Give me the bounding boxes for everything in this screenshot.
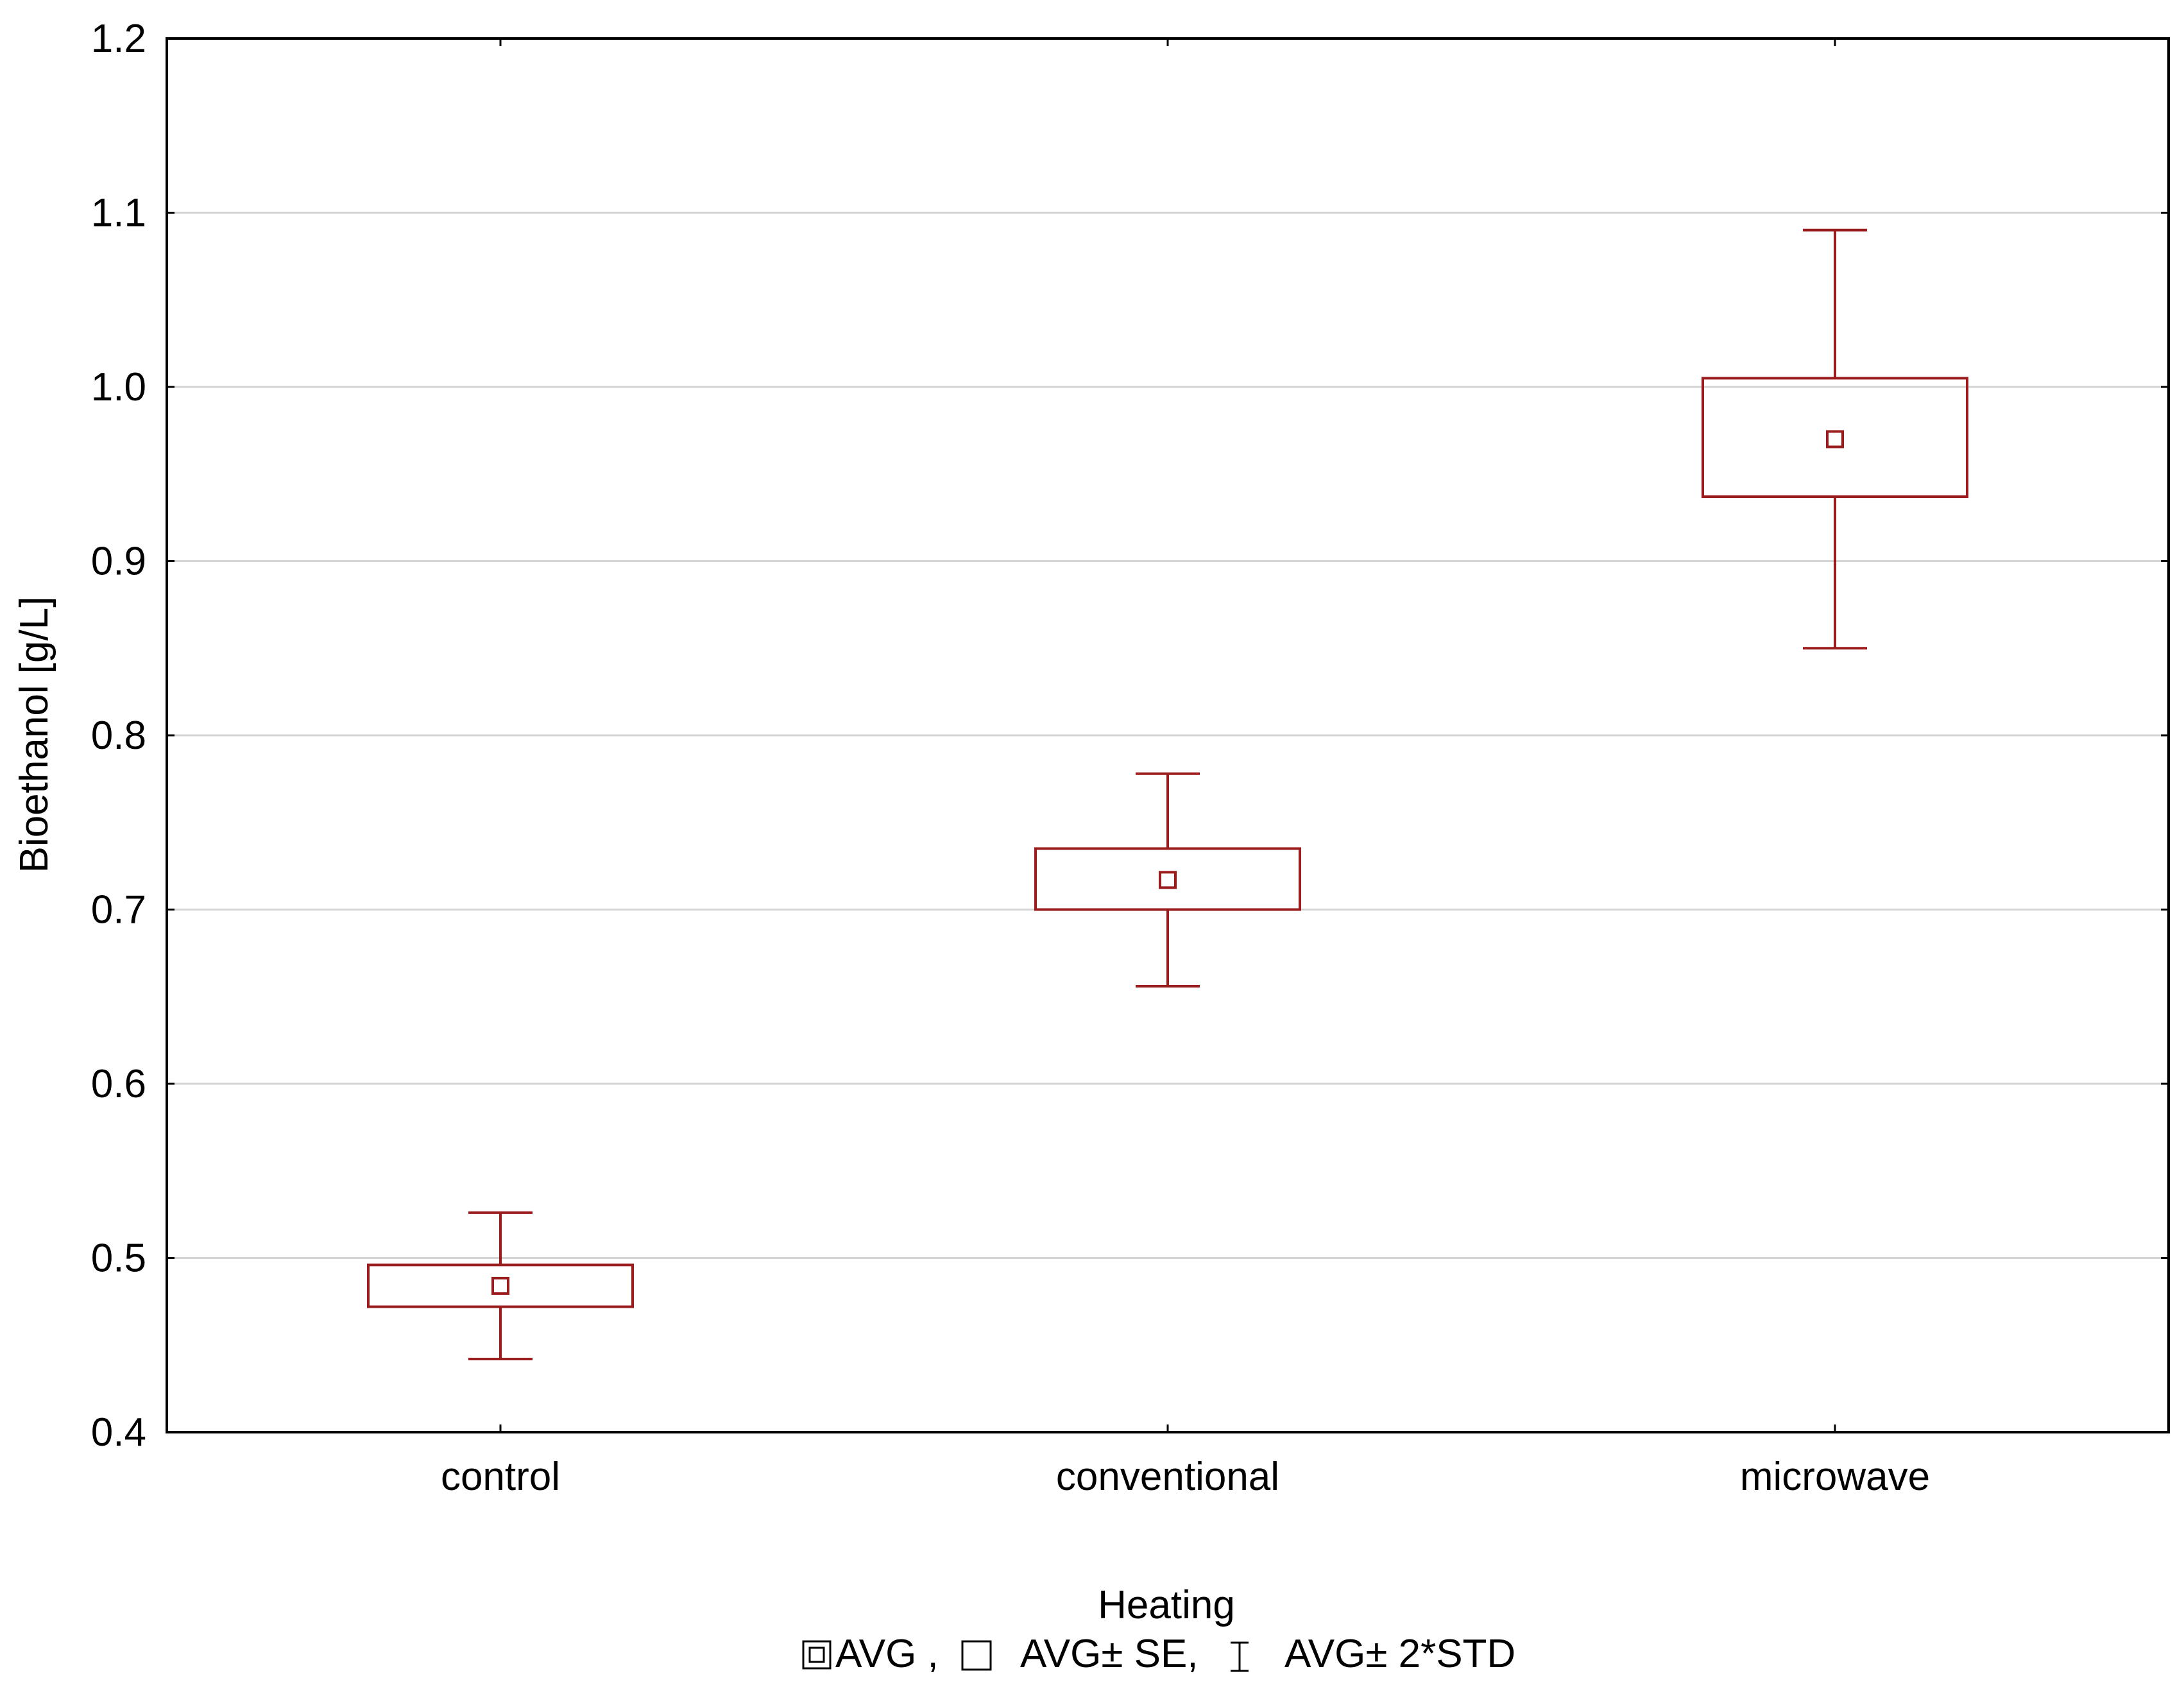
y-tick-label: 1.1 <box>91 191 146 235</box>
avg-marker-icon <box>802 1640 832 1670</box>
gridlines <box>167 212 2169 1259</box>
box-group-conventional <box>1034 772 1301 988</box>
avg-marker <box>1826 430 1844 449</box>
y-tick-label: 1.0 <box>91 365 146 409</box>
legend-se-label: AVG± SE, <box>1020 1632 1199 1676</box>
se-box-icon <box>961 1640 992 1671</box>
y-tick-label: 0.4 <box>91 1410 146 1455</box>
legend-avg-label: AVG , <box>835 1632 939 1676</box>
se-box <box>1702 377 1968 499</box>
y-tick-label: 0.9 <box>91 540 146 584</box>
avg-marker <box>491 1276 509 1295</box>
x-tick-label: conventional <box>1056 1455 1279 1499</box>
x-tick-label: control <box>441 1455 560 1499</box>
x-axis-title: Heating <box>1098 1583 1235 1627</box>
x-tick-label: microwave <box>1740 1455 1930 1499</box>
tick-labels: 0.4 0.5 0.6 0.7 0.8 0.9 1.0 1.1 1.2 control conven… <box>91 17 1930 1499</box>
se-box <box>1034 847 1301 911</box>
box-plot-series <box>367 228 1968 1360</box>
y-tick-label: 1.2 <box>91 17 146 61</box>
box-group-control <box>367 1211 634 1360</box>
y-tick-label: 0.8 <box>91 714 146 758</box>
legend-std-label: AVG± 2*STD <box>1284 1632 1515 1676</box>
y-axis-title: Bioethanol [g/L] <box>12 597 56 873</box>
se-box <box>367 1263 634 1308</box>
axis-ticks <box>167 37 2169 1433</box>
legend: AVG , AVG± SE, AVG± 2*STD <box>802 1632 1515 1676</box>
y-tick-label: 0.6 <box>91 1062 146 1106</box>
y-tick-label: 0.5 <box>91 1236 146 1281</box>
box-group-microwave <box>1702 228 1968 650</box>
whisker-icon <box>1231 1641 1249 1672</box>
y-tick-label: 0.7 <box>91 888 146 932</box>
avg-marker <box>1159 871 1177 889</box>
